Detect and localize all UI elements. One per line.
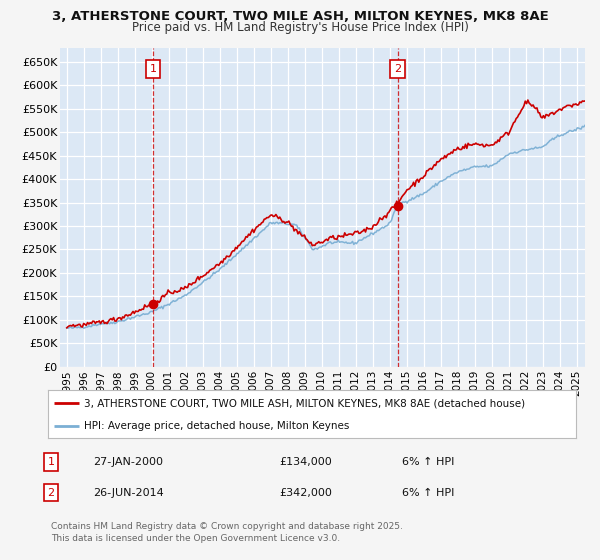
Text: 1: 1: [149, 64, 157, 74]
Text: 3, ATHERSTONE COURT, TWO MILE ASH, MILTON KEYNES, MK8 8AE (detached house): 3, ATHERSTONE COURT, TWO MILE ASH, MILTO…: [84, 398, 525, 408]
Text: 3, ATHERSTONE COURT, TWO MILE ASH, MILTON KEYNES, MK8 8AE: 3, ATHERSTONE COURT, TWO MILE ASH, MILTO…: [52, 10, 548, 23]
Text: £342,000: £342,000: [279, 488, 332, 498]
Text: 6% ↑ HPI: 6% ↑ HPI: [402, 488, 454, 498]
Text: 6% ↑ HPI: 6% ↑ HPI: [402, 457, 454, 467]
Text: 1: 1: [47, 457, 55, 467]
Text: Price paid vs. HM Land Registry's House Price Index (HPI): Price paid vs. HM Land Registry's House …: [131, 21, 469, 34]
Text: 26-JUN-2014: 26-JUN-2014: [93, 488, 164, 498]
Text: 2: 2: [394, 64, 401, 74]
Text: Contains HM Land Registry data © Crown copyright and database right 2025.
This d: Contains HM Land Registry data © Crown c…: [51, 522, 403, 543]
Text: 2: 2: [47, 488, 55, 498]
Text: HPI: Average price, detached house, Milton Keynes: HPI: Average price, detached house, Milt…: [84, 421, 349, 431]
Text: £134,000: £134,000: [279, 457, 332, 467]
Text: 27-JAN-2000: 27-JAN-2000: [93, 457, 163, 467]
